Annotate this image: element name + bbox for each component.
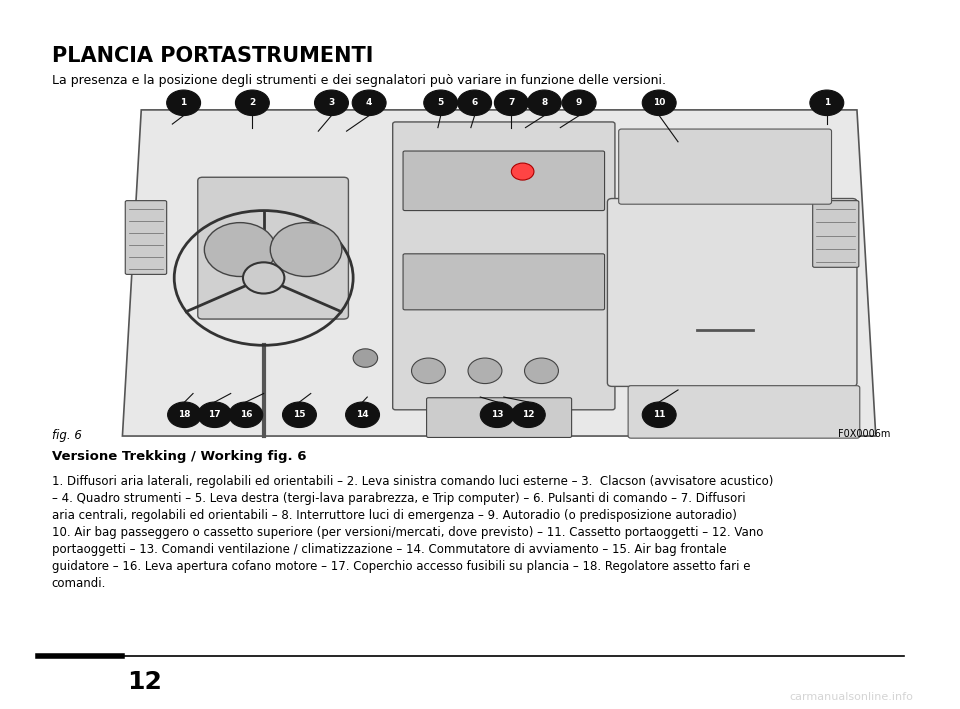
Text: 3: 3 xyxy=(328,99,335,107)
Circle shape xyxy=(810,90,844,116)
Text: 12: 12 xyxy=(522,411,535,419)
Polygon shape xyxy=(123,110,876,436)
Circle shape xyxy=(282,402,317,428)
Text: PLANCIA PORTASTRUMENTI: PLANCIA PORTASTRUMENTI xyxy=(52,46,373,66)
Text: 16: 16 xyxy=(240,411,252,419)
Circle shape xyxy=(412,358,445,384)
Text: 1: 1 xyxy=(180,99,187,107)
FancyBboxPatch shape xyxy=(393,122,615,410)
Circle shape xyxy=(512,163,534,180)
Circle shape xyxy=(352,90,386,116)
Text: Versione Trekking / Working fig. 6: Versione Trekking / Working fig. 6 xyxy=(52,450,306,463)
Text: 1. Diffusori aria laterali, regolabili ed orientabili – 2. Leva sinistra comando: 1. Diffusori aria laterali, regolabili e… xyxy=(52,475,773,590)
FancyBboxPatch shape xyxy=(198,177,348,319)
Circle shape xyxy=(458,90,492,116)
Circle shape xyxy=(468,358,502,384)
Text: F0X0006m: F0X0006m xyxy=(837,429,890,439)
Circle shape xyxy=(563,90,596,116)
Text: La presenza e la posizione degli strumenti e dei segnalatori può variare in funz: La presenza e la posizione degli strumen… xyxy=(52,74,666,87)
Text: carmanualsonline.info: carmanualsonline.info xyxy=(789,692,914,702)
Text: 6: 6 xyxy=(471,99,478,107)
Text: 4: 4 xyxy=(366,99,372,107)
Circle shape xyxy=(527,90,562,116)
Circle shape xyxy=(243,262,284,294)
Text: 18: 18 xyxy=(179,411,191,419)
Circle shape xyxy=(524,358,559,384)
Text: fig. 6: fig. 6 xyxy=(52,429,82,442)
Text: 2: 2 xyxy=(250,99,255,107)
Circle shape xyxy=(346,402,379,428)
Circle shape xyxy=(353,349,377,367)
Circle shape xyxy=(642,90,676,116)
Text: 10: 10 xyxy=(653,99,665,107)
Text: 7: 7 xyxy=(508,99,515,107)
Text: 13: 13 xyxy=(491,411,503,419)
Text: 17: 17 xyxy=(208,411,221,419)
Circle shape xyxy=(235,90,270,116)
Circle shape xyxy=(494,90,528,116)
FancyBboxPatch shape xyxy=(813,201,859,267)
Circle shape xyxy=(167,90,201,116)
FancyBboxPatch shape xyxy=(628,386,860,438)
Text: 12: 12 xyxy=(127,670,162,694)
Text: 8: 8 xyxy=(541,99,547,107)
Text: 9: 9 xyxy=(576,99,583,107)
Circle shape xyxy=(315,90,348,116)
FancyBboxPatch shape xyxy=(426,398,571,437)
Text: 5: 5 xyxy=(438,99,444,107)
Circle shape xyxy=(642,402,676,428)
FancyBboxPatch shape xyxy=(403,151,605,211)
Circle shape xyxy=(228,402,263,428)
Circle shape xyxy=(480,402,515,428)
FancyBboxPatch shape xyxy=(403,254,605,310)
Text: 11: 11 xyxy=(653,411,665,419)
Circle shape xyxy=(198,402,231,428)
Circle shape xyxy=(271,223,342,277)
Text: 1: 1 xyxy=(824,99,830,107)
Circle shape xyxy=(423,90,458,116)
Text: 14: 14 xyxy=(356,411,369,419)
FancyBboxPatch shape xyxy=(608,199,857,386)
Circle shape xyxy=(168,402,202,428)
FancyBboxPatch shape xyxy=(125,201,167,274)
Circle shape xyxy=(204,223,276,277)
FancyBboxPatch shape xyxy=(618,129,831,204)
Circle shape xyxy=(512,402,545,428)
Text: 15: 15 xyxy=(293,411,305,419)
